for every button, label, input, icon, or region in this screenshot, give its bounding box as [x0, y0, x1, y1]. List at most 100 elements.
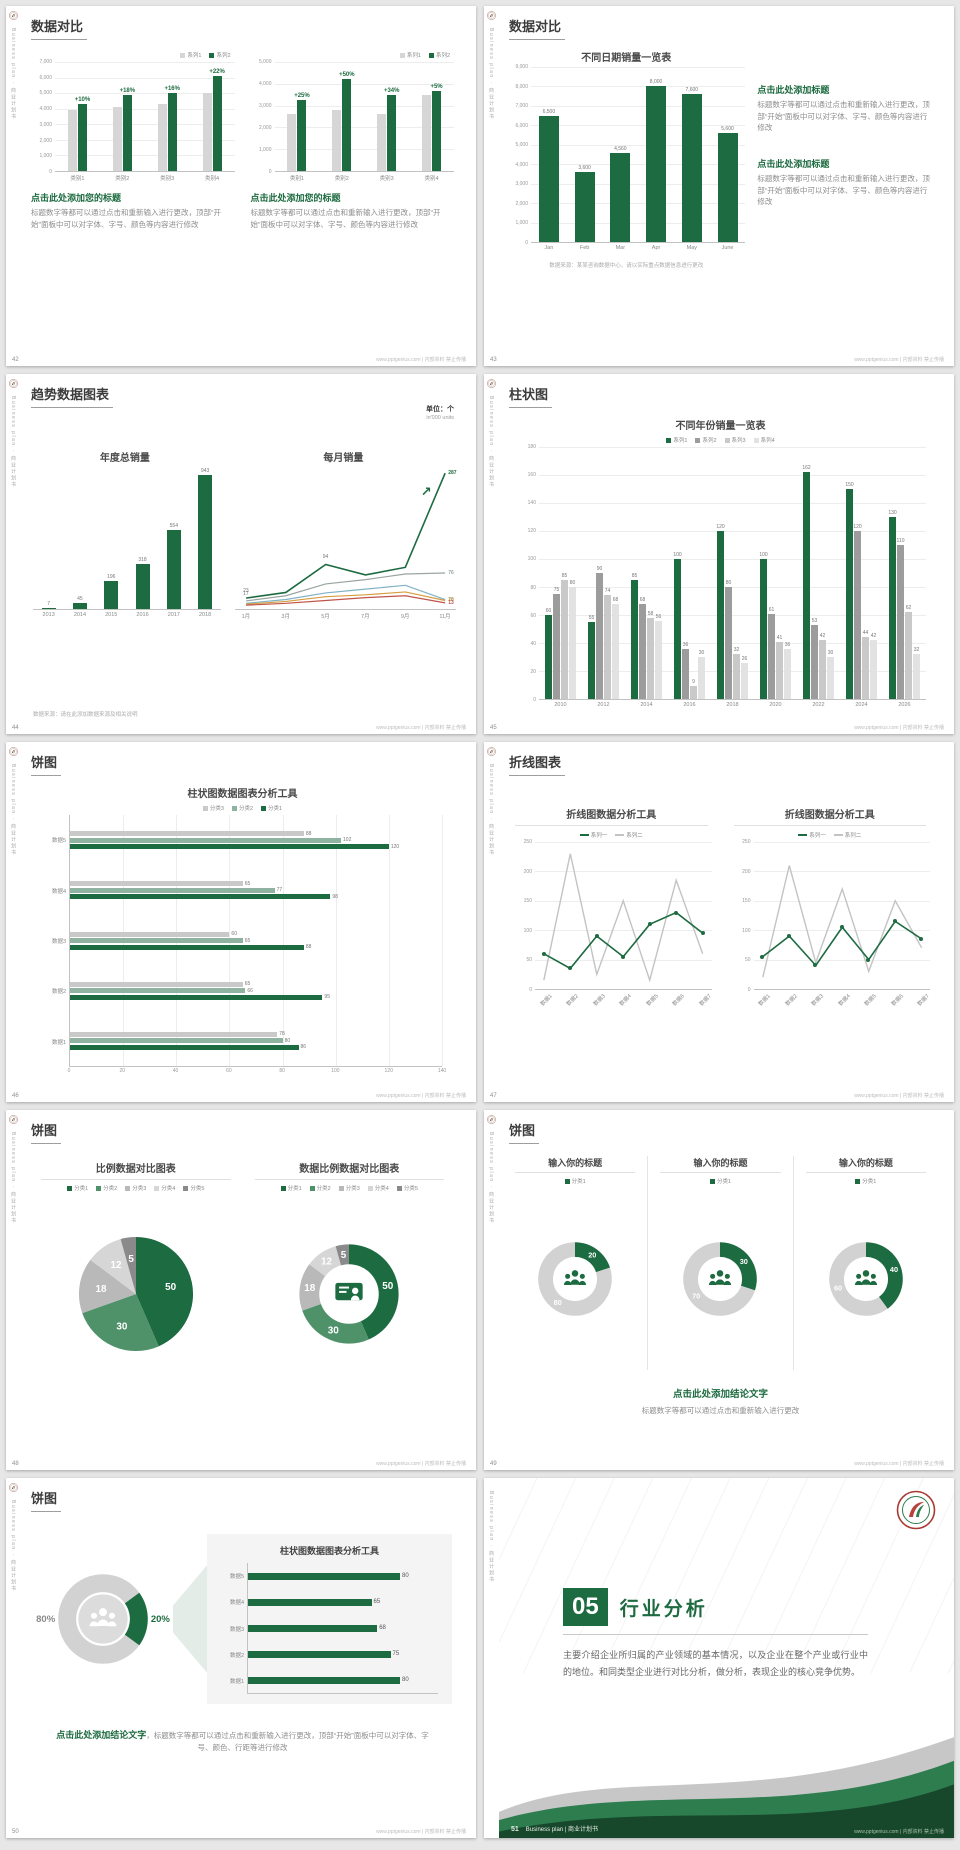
annual-sales-column: 年度总销量 7 45 196 318 554 943 2013 2014 2015 2016 2017… — [29, 448, 221, 620]
section-block: 05 行业分析 主要介绍企业所归属的产业领域的基本情况，以及企业在整个产业或行业… — [563, 1588, 868, 1681]
bar — [646, 86, 667, 242]
slide-49[interactable]: Business plan · 商业计划书 饼图 输入你的标题 分类1 20 80 输… — [484, 1110, 954, 1470]
slide-45[interactable]: Business plan · 商业计划书 柱状图 不同年份销量一览表 系列1 系列… — [484, 374, 954, 734]
bar-column: 62 — [905, 447, 912, 699]
slide-48[interactable]: Business plan · 商业计划书 饼图 比例数据对比图表 分类1 分类2 分… — [6, 1110, 476, 1470]
legend-label: 系列一 — [590, 833, 608, 839]
bar-column: 90 — [596, 447, 603, 699]
bar — [827, 657, 834, 699]
page-number: 47 — [490, 1093, 497, 1099]
bar — [776, 641, 783, 699]
plot-area: 6,500 3,600 4,560 8,000 7,600 5,600 — [531, 67, 746, 243]
bar — [596, 573, 603, 699]
chart-legend: 系列一 系列二 — [511, 831, 712, 839]
text-column: 点击此处添加标题 标题数字等都可以通过点击和重新输入进行更改，顶部“开始”面板中… — [757, 48, 934, 352]
donut-wrap: 20% 80% — [33, 1544, 173, 1694]
x-tick-label: 20 — [119, 1068, 126, 1074]
legend-item: 分类5 — [183, 1184, 204, 1192]
legend-swatch-icon — [724, 437, 730, 443]
legend-swatch-icon — [855, 1178, 861, 1184]
x-category-label: 1月 — [241, 614, 251, 620]
x-tick-label: 120 — [384, 1068, 393, 1074]
x-category-label: 数据6 — [890, 993, 905, 1008]
line-series — [544, 854, 703, 980]
vertical-brand-text: Business plan · 商业计划书 — [10, 1500, 16, 1593]
x-category-label: 2018 — [199, 612, 212, 618]
line-chart: 折线图数据分析工具 系列一 系列二 250 200 150 100 50 0 数据1 数据2 数据3 数… — [511, 806, 713, 1008]
vertical-brand-text: Business plan · 商业计划书 — [10, 1132, 16, 1225]
bar — [545, 615, 552, 699]
bar-column: +22% — [209, 62, 225, 171]
y-tick-label: 4,000 — [515, 161, 528, 168]
bar — [574, 172, 595, 242]
column-left: 系列1 系列2 7,000 6,000 5,000 4,000 3,000 2,000 1,00… — [31, 50, 235, 230]
slide-left-strip: Business plan · 商业计划书 — [6, 6, 21, 366]
bar-value-label: 74 — [604, 588, 611, 595]
bar — [604, 595, 611, 699]
slide-47[interactable]: Business plan · 商业计划书 折线图表 折线图数据分析工具 系列一系… — [484, 742, 954, 1102]
slide-46[interactable]: Business plan · 商业计划书 饼图 柱状图数据图表分析工具 分类3 分… — [6, 742, 476, 1102]
bar-value-label: 61 — [768, 606, 775, 613]
block-heading: 点击此处添加您的标题 — [250, 193, 341, 203]
column-right: 系列1 系列2 5,000 4,000 3,000 2,000 1,000 0 +25% +50%… — [250, 50, 454, 230]
bar-value-label: 100 — [673, 552, 682, 558]
gridline — [539, 531, 926, 532]
bar — [297, 100, 307, 171]
bar-column: 554 — [166, 467, 181, 609]
donut-chart: 输入你的标题 分类1 20 80 — [513, 1156, 637, 1370]
slide-42[interactable]: Business plan · 商业计划书 数据对比 系列1 系列2 7,000 6,… — [6, 6, 476, 366]
gridline — [55, 139, 235, 141]
slide-content: 折线图表 折线图数据分析工具 系列一 系列二 250 200 150 100 50 0 数据1 数据… — [499, 742, 954, 1102]
block-heading: 点击此处添加标题 — [757, 85, 830, 95]
bar — [811, 624, 818, 699]
slide-content: 05 行业分析 主要介绍企业所归属的产业领域的基本情况，以及企业在整个产业或行业… — [499, 1478, 954, 1838]
legend-item: 分类4 — [367, 1184, 389, 1192]
bar-column: 30 — [698, 447, 705, 699]
slice-label: 20% — [151, 1614, 171, 1625]
bar-row: 80 — [248, 1676, 438, 1684]
line-series — [246, 592, 445, 604]
y-tick-label: 0 — [533, 697, 536, 703]
slide-50[interactable]: Business plan · 商业计划书 饼图 20% 80% 柱状图数据图表分… — [6, 1478, 476, 1838]
slide-51[interactable]: Business plan · 商业计划书 05 行业分析 主要介绍企业所归属的… — [484, 1478, 954, 1838]
y-tick-label: 2,000 — [515, 200, 528, 207]
y-tick-label: 120 — [527, 528, 536, 535]
bar — [913, 654, 920, 699]
watermark-note: www.pptgenius.com | 内部资料 禁止传播 — [376, 725, 466, 731]
legend-item: 系列4 — [753, 436, 775, 444]
brand-logo-icon — [9, 379, 18, 388]
logo-emblem — [9, 11, 18, 20]
series-point-label: 94 — [322, 554, 329, 561]
y-tick-label: 200 — [523, 868, 532, 875]
x-axis: 数据1 数据2 数据3 数据4 数据5 数据6 数据7 — [754, 990, 931, 1008]
bar-column: 943 — [198, 467, 213, 609]
slide-43[interactable]: Business plan · 商业计划书 数据对比 不同日期销量一览表 9,00… — [484, 6, 954, 366]
trend-arrow-icon: ↗ — [420, 484, 432, 500]
legend-label: 系列4 — [760, 438, 775, 444]
bar-value-label: 44 — [862, 630, 869, 637]
logo-emblem — [487, 1115, 496, 1124]
legend-label: 系列二 — [844, 833, 862, 839]
line-marker — [919, 937, 924, 942]
bar-value-label: 65 — [373, 1599, 381, 1605]
x-category-label: 数据4 — [837, 993, 852, 1008]
legend-item: 系列1 — [399, 51, 421, 59]
bar — [561, 580, 568, 699]
slide-44[interactable]: Business plan · 商业计划书 趋势数据图表 单位：个 in'000… — [6, 374, 476, 734]
bar-column: 61 — [768, 447, 775, 699]
series-end-label: 18 — [448, 597, 454, 604]
legend-swatch-icon — [695, 437, 701, 443]
legend-line-icon — [615, 834, 625, 836]
legend-item: 系列一 — [579, 831, 608, 839]
bar-group: 100 61 41 36 — [754, 447, 797, 699]
brand-logo-icon — [9, 11, 18, 20]
pie-chart: 比例数据对比图表 分类1 分类2 分类3 分类4 分类5 50 30 18 12 5 — [37, 1160, 235, 1392]
bar-group: 6,500 — [531, 67, 567, 242]
legend-line-icon — [579, 834, 589, 836]
bar-column — [422, 62, 432, 171]
bar-column: 58 — [647, 447, 654, 699]
y-tick-label: 5,000 — [39, 90, 52, 97]
bar-value-label: +18% — [119, 88, 136, 95]
series-end-label: 76 — [448, 570, 454, 577]
bar-row: 60 — [70, 931, 442, 937]
